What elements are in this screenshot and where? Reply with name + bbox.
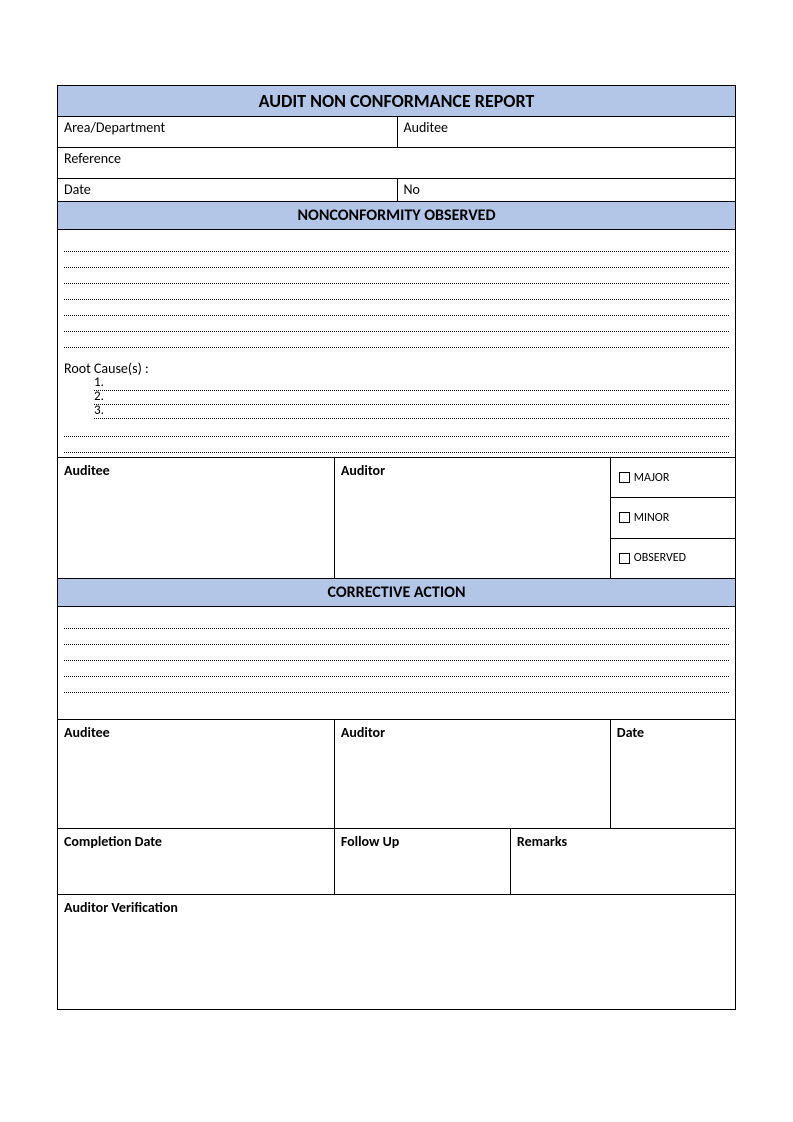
- dotted-line: [64, 631, 729, 645]
- reference-label: Reference: [58, 148, 735, 178]
- corrective-auditor-cell[interactable]: Auditor: [334, 720, 610, 828]
- auditee-label: Auditee: [397, 117, 736, 147]
- dotted-line: [64, 318, 729, 332]
- verification-cell[interactable]: Auditor Verification: [58, 894, 735, 1009]
- dotted-line: [64, 238, 729, 252]
- completion-date-cell[interactable]: Completion Date: [58, 829, 334, 894]
- row-reference: Reference: [58, 148, 735, 179]
- row-date-no: Date No: [58, 179, 735, 201]
- completion-label: Completion Date: [64, 833, 162, 850]
- verification-label: Auditor Verification: [64, 899, 178, 916]
- followup-cell[interactable]: Follow Up: [334, 829, 510, 894]
- observed-label: OBSERVED: [634, 551, 686, 565]
- root-cause-2: 2.: [94, 389, 104, 404]
- no-label: No: [397, 179, 736, 201]
- severity-column: MAJOR MINOR OBSERVED: [610, 458, 735, 578]
- corrective-auditee-label: Auditee: [64, 724, 110, 741]
- checkbox-icon[interactable]: [619, 472, 630, 483]
- major-label: MAJOR: [634, 471, 670, 485]
- dotted-line: [64, 647, 729, 661]
- completion-row: Completion Date Follow Up Remarks: [58, 828, 735, 894]
- remarks-label: Remarks: [517, 833, 567, 850]
- severity-major[interactable]: MAJOR: [610, 458, 735, 497]
- dotted-line: [64, 679, 729, 693]
- corrective-text-area[interactable]: [58, 607, 735, 719]
- form-title: AUDIT NON CONFORMANCE REPORT: [58, 86, 735, 117]
- corrective-date-cell[interactable]: Date: [610, 720, 735, 828]
- corrective-header: CORRECTIVE ACTION: [58, 578, 735, 607]
- root-cause-list[interactable]: 1. 2. 3.: [64, 377, 729, 419]
- form-container: AUDIT NON CONFORMANCE REPORT Area/Depart…: [57, 85, 736, 1010]
- severity-minor[interactable]: MINOR: [610, 497, 735, 537]
- root-cause-section: Root Cause(s) : 1. 2. 3.: [58, 356, 735, 457]
- auditor-sign-cell[interactable]: Auditor: [334, 458, 610, 578]
- nonconformity-header: NONCONFORMITY OBSERVED: [58, 201, 735, 230]
- dotted-line: [64, 439, 729, 453]
- nonconformity-sign-row: Auditee Auditor MAJOR MINOR OBSERVED: [58, 457, 735, 578]
- corrective-auditee-cell[interactable]: Auditee: [58, 720, 334, 828]
- dotted-line: [64, 615, 729, 629]
- checkbox-icon[interactable]: [619, 553, 630, 564]
- date-label: Date: [58, 179, 397, 201]
- root-cause-item: 3.: [94, 405, 729, 419]
- corrective-sign-row: Auditee Auditor Date: [58, 719, 735, 828]
- auditor-sign-label: Auditor: [341, 462, 385, 479]
- dotted-line: [64, 423, 729, 437]
- dotted-line: [64, 663, 729, 677]
- root-cause-1: 1.: [94, 375, 104, 390]
- followup-label: Follow Up: [341, 833, 399, 850]
- corrective-date-label: Date: [617, 724, 644, 741]
- remarks-cell[interactable]: Remarks: [510, 829, 735, 894]
- root-cause-label: Root Cause(s) :: [64, 360, 149, 377]
- corrective-auditor-label: Auditor: [341, 724, 385, 741]
- auditee-sign-label: Auditee: [64, 462, 110, 479]
- dotted-line: [64, 302, 729, 316]
- severity-observed[interactable]: OBSERVED: [610, 538, 735, 578]
- root-cause-3: 3.: [94, 403, 104, 418]
- minor-label: MINOR: [634, 511, 670, 525]
- row-area-auditee: Area/Department Auditee: [58, 117, 735, 148]
- checkbox-icon[interactable]: [619, 512, 630, 523]
- root-cause-item: 1.: [94, 377, 729, 391]
- area-department-label: Area/Department: [58, 117, 397, 147]
- dotted-line: [64, 254, 729, 268]
- root-cause-item: 2.: [94, 391, 729, 405]
- dotted-line: [64, 334, 729, 348]
- dotted-line: [64, 270, 729, 284]
- nonconformity-text-area[interactable]: [58, 230, 735, 356]
- auditee-sign-cell[interactable]: Auditee: [58, 458, 334, 578]
- dotted-line: [64, 286, 729, 300]
